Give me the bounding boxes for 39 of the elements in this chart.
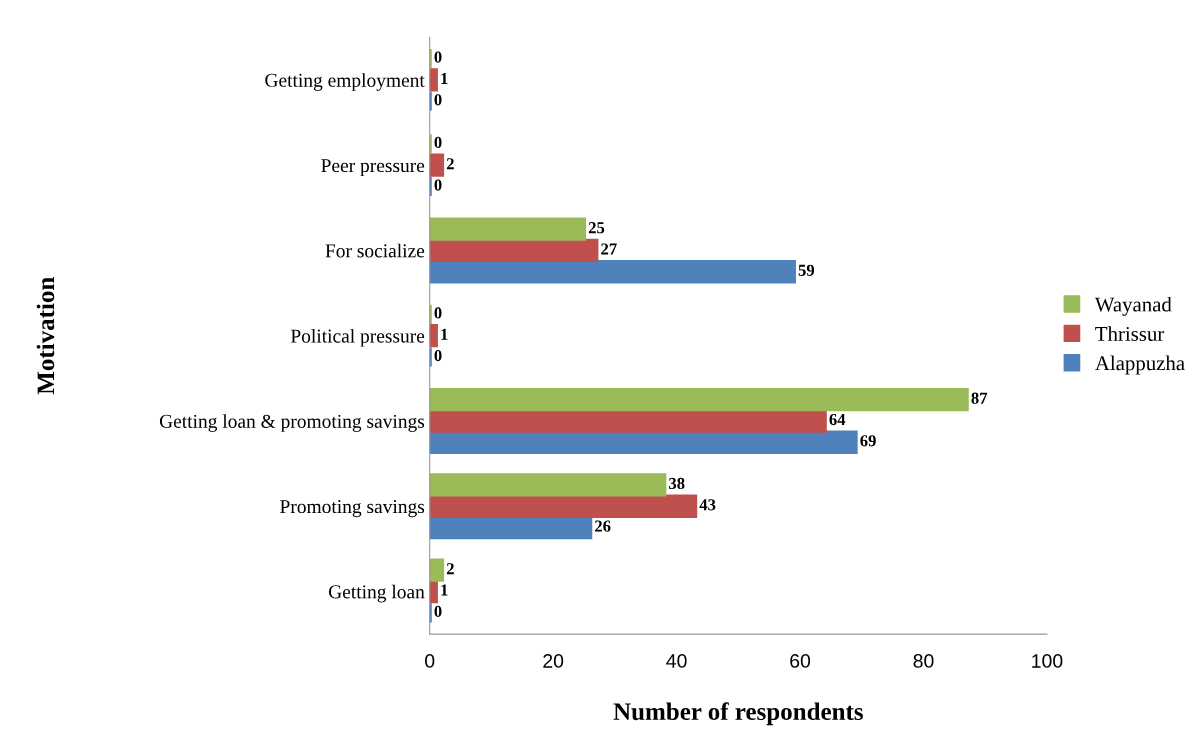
- legend-label: Wayanad: [1094, 296, 1172, 316]
- data-label: 0: [434, 605, 442, 617]
- data-label: 1: [441, 328, 448, 340]
- y-tick-label: Getting employment: [265, 73, 425, 91]
- data-label: 2: [446, 158, 454, 170]
- data-label: 2: [446, 563, 454, 575]
- data-label: 1: [441, 584, 448, 596]
- x-tick-label: 20: [543, 654, 564, 668]
- y-tick-label: Political pressure: [290, 328, 425, 347]
- data-label: 26: [595, 520, 611, 532]
- data-label: 43: [699, 499, 716, 511]
- data-label: 0: [434, 307, 442, 319]
- x-tick-label: 80: [913, 654, 934, 668]
- y-tick-label: Getting loan & promoting savings: [159, 414, 425, 432]
- data-label: 0: [434, 136, 442, 149]
- x-tick-label: 100: [1032, 654, 1063, 668]
- data-label: 69: [860, 435, 876, 447]
- x-tick-label: 0: [425, 654, 435, 668]
- y-tick-label: Getting loan: [328, 584, 425, 603]
- data-label: 87: [971, 392, 988, 404]
- data-label: 59: [798, 264, 815, 276]
- data-label: 0: [434, 51, 442, 63]
- data-label: 64: [829, 413, 846, 426]
- x-tick-label: 60: [790, 654, 811, 668]
- data-label: 0: [434, 179, 442, 191]
- y-tick-label: Peer pressure: [321, 159, 425, 177]
- data-label: 38: [669, 477, 685, 490]
- data-label: 25: [588, 222, 605, 234]
- data-label: 27: [601, 243, 617, 255]
- legend-label: Alappuzha: [1095, 355, 1185, 375]
- legend-label: Thrissur: [1095, 326, 1165, 341]
- data-label: 0: [434, 94, 442, 106]
- x-axis-title: Number of respondents: [613, 702, 863, 726]
- y-tick-label: Promoting savings: [280, 500, 425, 518]
- x-tick-label: 40: [666, 654, 687, 668]
- y-axis-title: Motivation: [36, 277, 55, 395]
- y-tick-label: For socialize: [325, 243, 425, 258]
- data-label: 0: [434, 349, 442, 362]
- data-label: 1: [441, 72, 448, 84]
